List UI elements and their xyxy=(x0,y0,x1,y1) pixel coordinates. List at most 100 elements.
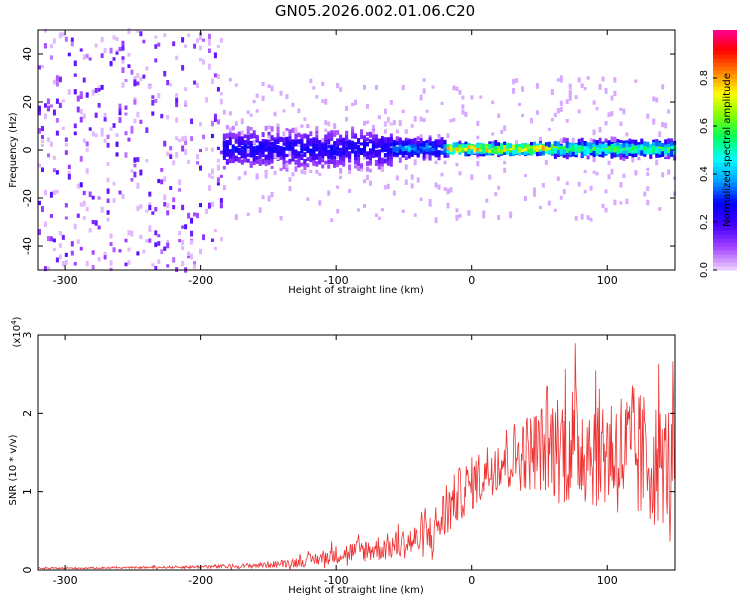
spectrogram-cell xyxy=(151,95,155,99)
spectrogram-cell xyxy=(318,155,322,162)
spectrogram-cell xyxy=(515,78,519,83)
spectrogram-cell xyxy=(184,224,188,230)
spectrogram-cell xyxy=(300,124,304,128)
spectrogram-cell xyxy=(49,191,53,198)
spectrogram-cell xyxy=(374,134,378,139)
spectrogram-cell xyxy=(413,144,417,150)
spectrogram-cell xyxy=(419,138,423,144)
spectrogram-cell xyxy=(428,151,432,156)
spectrogram-cell xyxy=(199,165,203,171)
spectrogram-cell xyxy=(613,77,617,83)
spectrogram-cell xyxy=(336,146,340,151)
spectrogram-cell xyxy=(485,198,489,203)
spectrogram-cell xyxy=(598,148,602,154)
spectrogram-cell xyxy=(207,185,211,191)
colorbar-step xyxy=(713,194,737,199)
spectrogram-cell xyxy=(219,150,223,155)
spectrogram-cell xyxy=(243,134,247,139)
spectrogram-cell xyxy=(64,150,68,155)
spectrogram-cell xyxy=(222,109,226,115)
colorbar-step xyxy=(713,70,737,75)
spectrogram-cell xyxy=(234,121,238,126)
spectrogram-cell xyxy=(655,97,659,103)
spectrogram-cell xyxy=(85,141,89,147)
spectrogram-cell xyxy=(303,159,307,164)
spectrogram-cell xyxy=(181,136,185,142)
spectrogram-cell xyxy=(210,201,214,208)
spectrogram-cell xyxy=(419,116,423,122)
spectrogram-cell xyxy=(613,154,617,158)
spectrogram-cell xyxy=(574,95,578,100)
spectrogram-cell xyxy=(610,144,614,150)
spectrogram-cell xyxy=(55,170,59,175)
spectrogram-cell xyxy=(58,32,62,36)
spectrogram-cell xyxy=(297,158,301,163)
spectrogram-cell xyxy=(267,159,271,165)
spectrogram-cell xyxy=(282,159,286,165)
spectrogram-cell xyxy=(386,138,390,144)
spectrogram-cell xyxy=(163,70,167,77)
spectrogram-cell xyxy=(267,131,271,137)
spectrogram-cell xyxy=(383,143,387,148)
spectrogram-cell xyxy=(43,221,47,228)
spectrogram-cell xyxy=(109,242,113,247)
spectrogram-cell xyxy=(160,249,164,255)
spectrogram-cell xyxy=(500,147,504,153)
spectrogram-cell xyxy=(49,43,53,49)
spectrogram-cell xyxy=(610,95,614,101)
spectrogram-cell xyxy=(321,143,325,148)
spectrogram-cell xyxy=(160,167,164,172)
spectrogram-cell xyxy=(568,150,572,155)
x-tick-label: 100 xyxy=(597,574,618,587)
spectrogram-cell xyxy=(339,157,343,161)
spectrogram-cell xyxy=(190,230,194,237)
spectrogram-cell xyxy=(643,150,647,155)
spectrogram-cell xyxy=(67,173,71,180)
spectrogram-cell xyxy=(282,109,286,113)
spectrogram-cell xyxy=(154,230,158,236)
spectrogram-cell xyxy=(488,143,492,150)
spectrogram-cell xyxy=(348,151,352,158)
spectrogram-cell xyxy=(500,143,504,150)
spectrogram-cell xyxy=(124,78,128,83)
spectrogram-cell xyxy=(565,142,569,149)
spectrogram-cell xyxy=(544,150,548,154)
spectrogram-cell xyxy=(500,129,504,134)
spectrogram-cell xyxy=(219,203,223,209)
spectrogram-cell xyxy=(43,266,47,272)
spectrogram-cell xyxy=(136,157,140,162)
spectrogram-cell xyxy=(503,151,507,155)
spectrogram-cell xyxy=(503,167,507,173)
spectrogram-cell xyxy=(297,141,301,147)
spectrogram-cell xyxy=(73,60,77,67)
spectrogram-cell xyxy=(210,168,214,175)
spectrogram-cell xyxy=(187,253,191,259)
spectrogram-cell xyxy=(228,127,232,133)
spectrogram-cell xyxy=(258,156,262,160)
spectrogram-cell xyxy=(589,138,593,144)
spectrogram-cell xyxy=(276,138,280,143)
spectrogram-cell xyxy=(258,152,262,157)
colorbar-step xyxy=(713,250,737,255)
spectrogram-cell xyxy=(419,134,423,138)
spectrogram-cell xyxy=(529,117,533,124)
spectrogram-cell xyxy=(225,147,229,152)
colorbar-step xyxy=(713,230,737,235)
spectrogram-cell xyxy=(616,145,620,150)
spectrogram-cell xyxy=(255,134,259,141)
spectrogram-cell xyxy=(670,142,674,147)
spectrogram-cell xyxy=(228,111,232,116)
spectrogram-cell xyxy=(187,251,191,256)
spectrogram-cell xyxy=(601,149,605,153)
spectrogram-cell xyxy=(234,149,238,153)
spectrogram-cell xyxy=(371,124,375,130)
spectrogram-cell xyxy=(61,32,65,37)
spectrogram-cell xyxy=(279,150,283,156)
colorbar-step xyxy=(713,106,737,111)
colorbar-step xyxy=(713,98,737,103)
colorbar-step xyxy=(713,134,737,139)
spectrogram-cell xyxy=(559,146,563,153)
spectrogram-cell xyxy=(175,93,179,97)
spectrogram-cell xyxy=(342,143,346,148)
spectrogram-cell xyxy=(342,144,346,150)
